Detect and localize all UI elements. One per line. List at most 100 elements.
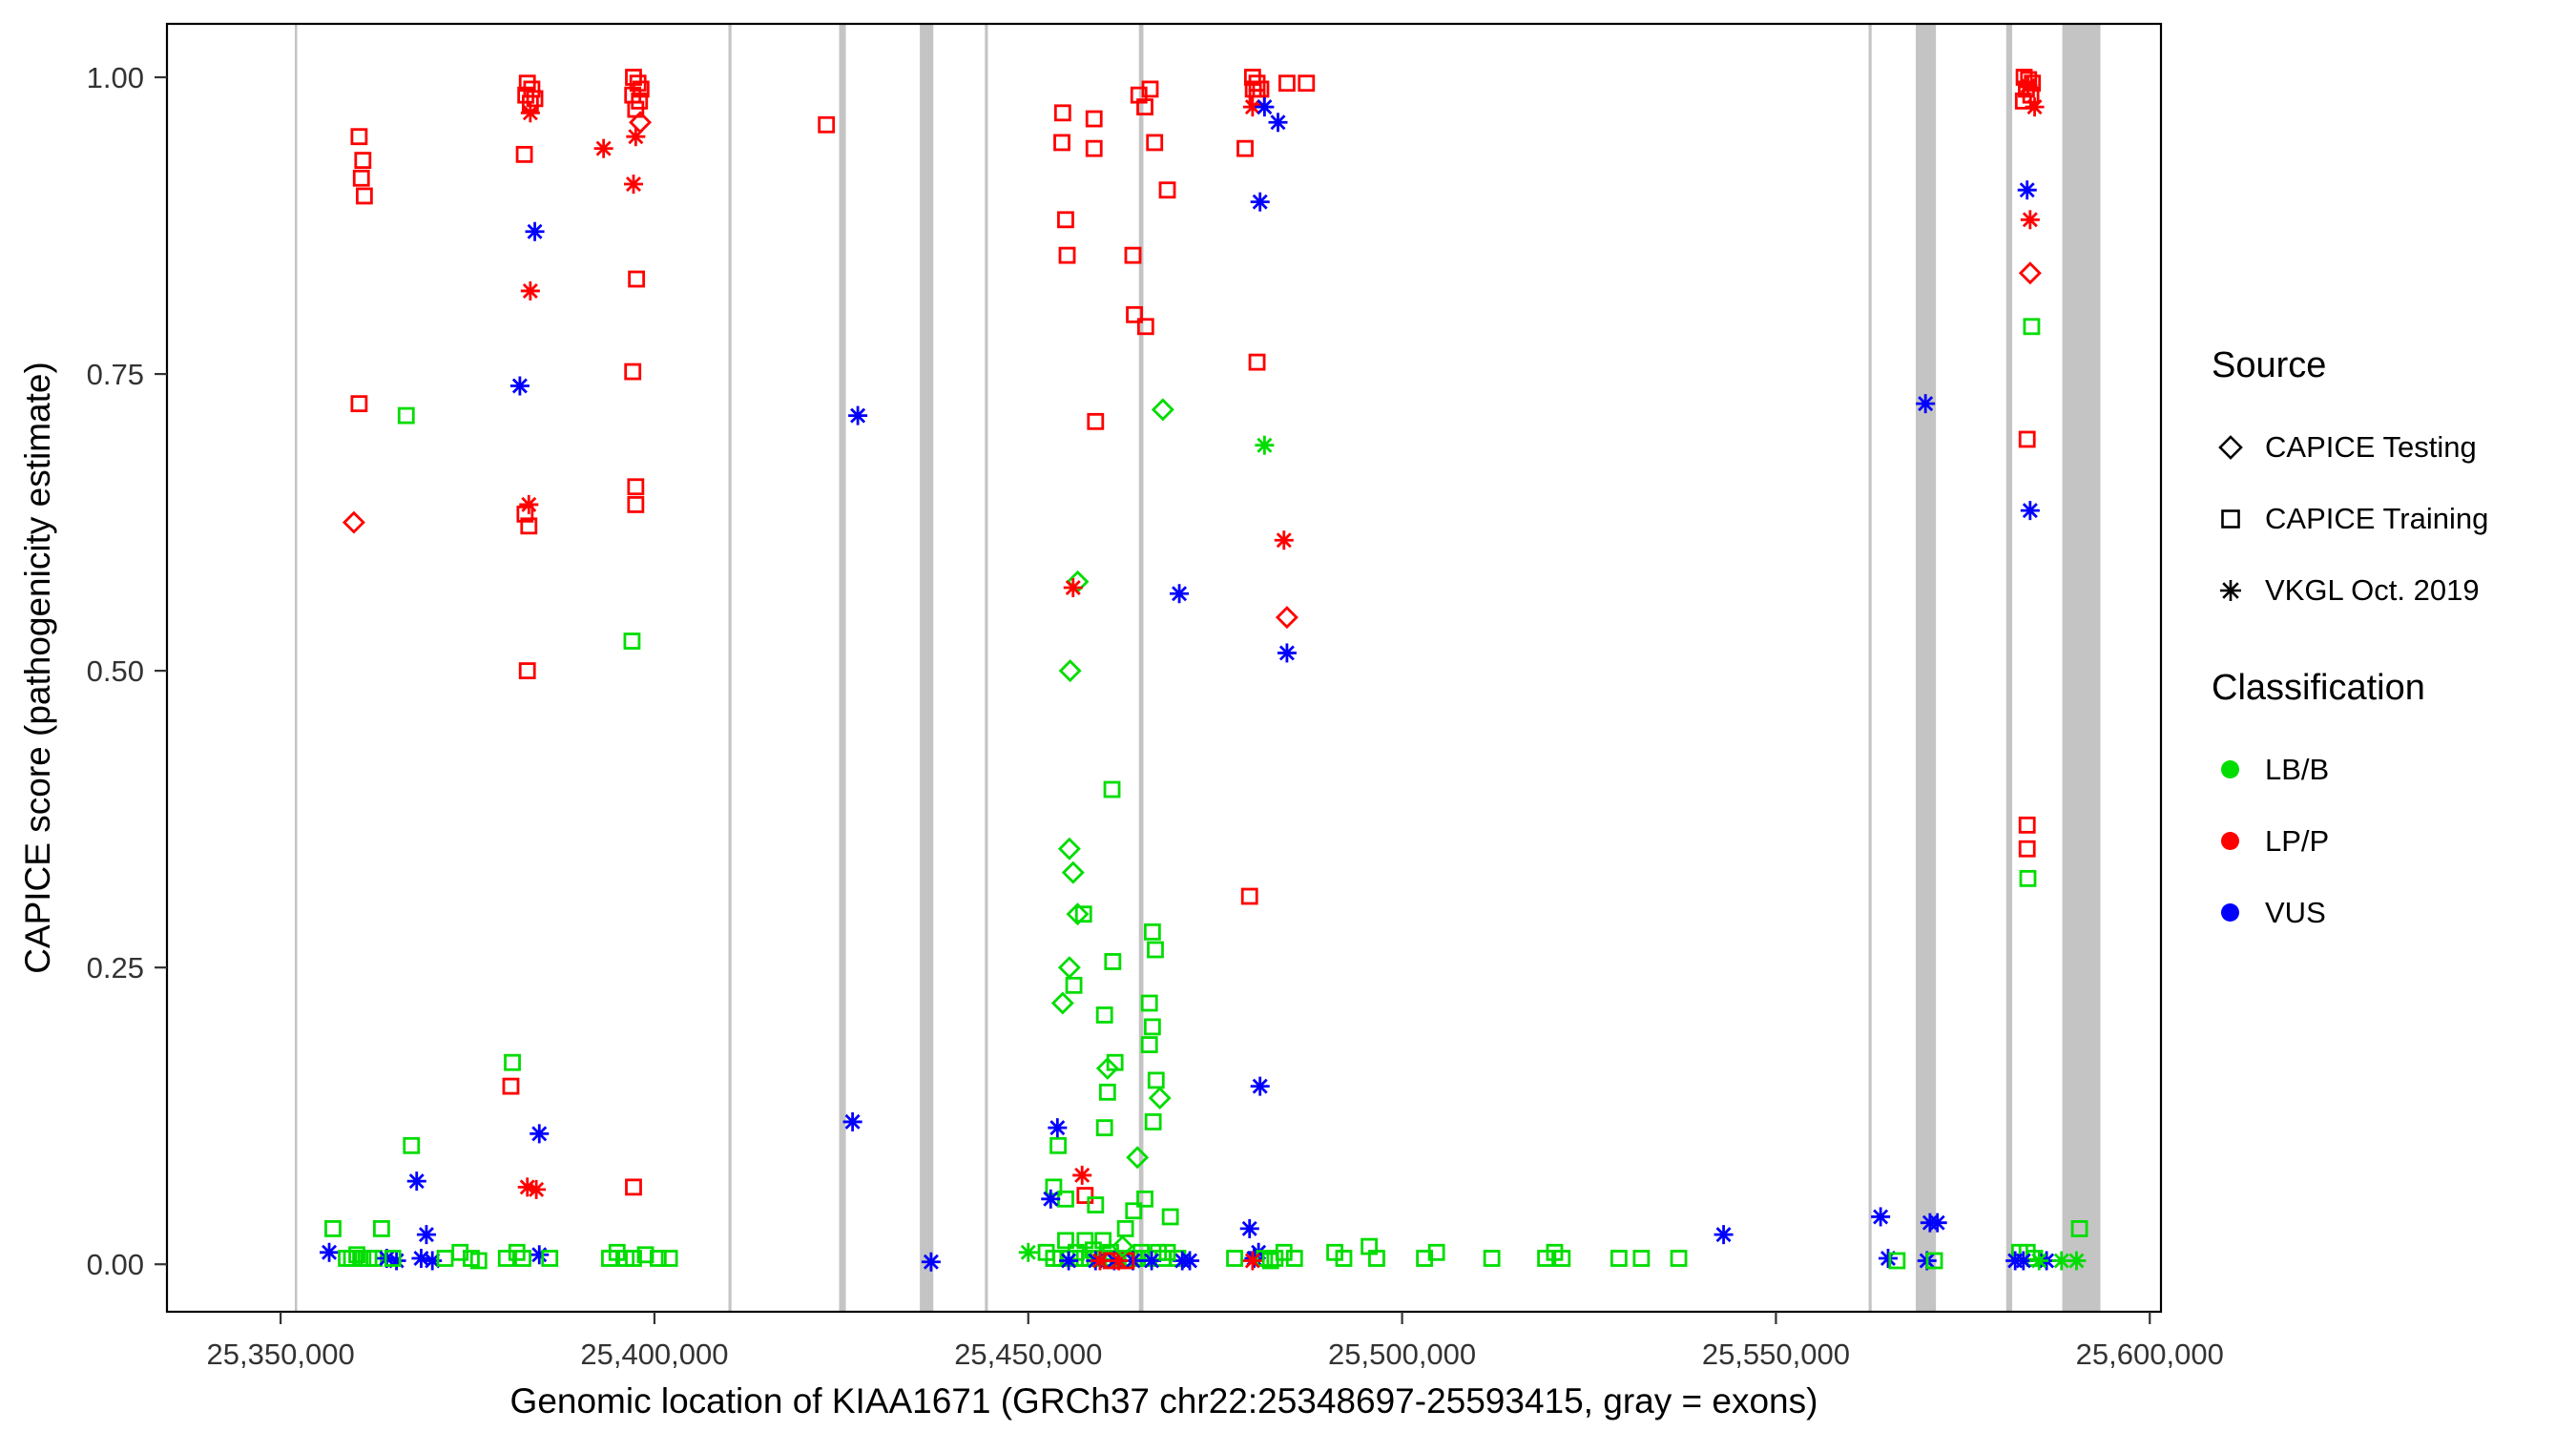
exon-band	[1915, 24, 1937, 1312]
data-point	[469, 1252, 488, 1270]
data-point	[1277, 643, 1297, 663]
data-point	[2023, 318, 2041, 336]
data-point	[352, 169, 370, 187]
data-point	[1140, 1036, 1158, 1053]
data-point	[2020, 501, 2040, 521]
data-point	[1158, 1243, 1176, 1261]
data-point	[1916, 394, 1936, 414]
data-point	[593, 138, 613, 158]
legend-item-lpp: LP/P	[2212, 805, 2488, 877]
data-point	[1298, 74, 1316, 93]
data-point	[1250, 1076, 1270, 1096]
data-point	[1087, 1196, 1105, 1213]
data-point	[530, 1245, 550, 1265]
data-point	[1053, 134, 1070, 152]
data-point	[324, 1220, 342, 1237]
data-point	[1140, 994, 1158, 1012]
data-point	[1161, 1208, 1179, 1226]
data-point	[1151, 398, 1174, 422]
data-point	[1180, 1251, 1200, 1271]
data-point	[1136, 1190, 1153, 1208]
data-point	[1144, 1113, 1162, 1130]
data-point	[1239, 1218, 1259, 1238]
data-point	[520, 517, 538, 535]
data-point	[1072, 1165, 1092, 1185]
data-point	[1670, 1250, 1688, 1267]
data-point	[519, 494, 539, 514]
exon-band	[1868, 24, 1872, 1312]
data-point	[1085, 110, 1103, 128]
exon-band	[839, 24, 846, 1312]
data-point	[842, 1111, 862, 1131]
data-point	[1095, 1119, 1113, 1137]
data-point	[1236, 139, 1254, 157]
x-axis-title: Genomic location of KIAA1671 (GRCh37 chr…	[509, 1381, 1818, 1421]
data-point	[1261, 1252, 1279, 1270]
data-point	[1242, 1251, 1262, 1271]
data-point	[1126, 1146, 1150, 1170]
diamond-icon	[2218, 434, 2243, 460]
data-point	[1147, 941, 1164, 959]
data-point	[1250, 192, 1270, 212]
data-point	[1136, 98, 1153, 115]
data-point	[338, 1250, 355, 1267]
data-point	[1226, 1250, 1243, 1267]
data-point	[1240, 887, 1258, 905]
data-point	[527, 1179, 547, 1199]
data-point	[2018, 816, 2036, 834]
data-point	[1085, 139, 1103, 157]
asterisk-icon	[2220, 579, 2241, 601]
data-point	[355, 187, 373, 205]
data-point	[2018, 261, 2042, 285]
exon-band	[1138, 24, 1144, 1312]
data-point	[530, 1124, 550, 1144]
data-point	[627, 478, 645, 496]
data-point	[1878, 1249, 1898, 1269]
data-point	[1063, 578, 1083, 598]
data-point	[1335, 1250, 1353, 1267]
data-point	[1632, 1250, 1651, 1267]
data-point	[526, 90, 544, 108]
x-tick-label: 25,350,000	[207, 1338, 355, 1371]
exon-band	[985, 24, 988, 1312]
data-point	[386, 1251, 406, 1271]
legend-source-title: Source	[2212, 345, 2327, 385]
red-dot-icon	[2221, 832, 2239, 850]
data-point	[2018, 840, 2036, 858]
legend-label-vus: VUS	[2265, 895, 2326, 929]
data-point	[1610, 1250, 1628, 1267]
data-point	[343, 1250, 361, 1267]
data-point	[625, 1250, 642, 1267]
data-point	[623, 633, 641, 650]
data-point	[373, 1220, 390, 1237]
data-point	[2017, 180, 2037, 200]
data-point	[1049, 1136, 1068, 1154]
data-point	[1061, 861, 1085, 884]
data-point	[1057, 837, 1081, 861]
data-point	[1278, 74, 1296, 93]
exon-band	[2062, 24, 2101, 1312]
data-point	[1018, 1242, 1038, 1262]
data-point	[1553, 1250, 1571, 1267]
data-point	[628, 270, 646, 288]
data-point	[636, 1246, 654, 1264]
data-point	[518, 662, 536, 680]
data-point	[1041, 1189, 1061, 1209]
green-dot-icon	[2221, 760, 2239, 778]
data-point	[1058, 246, 1076, 264]
data-point	[1057, 956, 1081, 980]
data-point	[1076, 1187, 1094, 1204]
legend-label-lbb: LB/B	[2265, 752, 2330, 786]
y-tick-label: 0.00	[87, 1248, 144, 1281]
exon-band	[2005, 24, 2013, 1312]
data-point	[350, 128, 368, 146]
data-point	[541, 1250, 559, 1267]
data-point	[1098, 1083, 1116, 1101]
legend-item-vus: VUS	[2212, 877, 2488, 948]
legend-item-vkgl: VKGL Oct. 2019	[2212, 554, 2488, 626]
data-point	[1148, 1087, 1172, 1110]
data-point	[1170, 584, 1190, 604]
exon-band	[728, 24, 732, 1312]
